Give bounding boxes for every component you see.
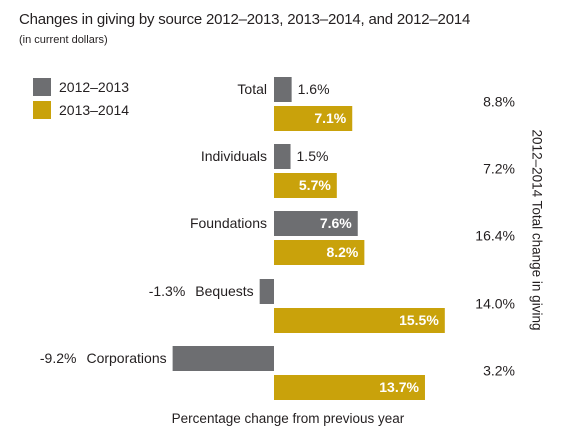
value-label-individuals-2013-2014: 5.7% [299,177,331,193]
bar-foundations-2012-2013 [274,211,358,236]
category-label-individuals: Individuals [201,148,267,164]
total-change-axis-label: 2012–2014 Total change in giving [529,129,545,331]
value-label-corporations-2012-2013: -9.2% [40,350,77,366]
total-change-individuals: 7.2% [483,161,515,177]
bar-bequests-2013-2014 [274,308,445,333]
total-change-foundations: 16.4% [475,228,515,244]
total-change-bequests: 14.0% [475,296,515,312]
value-label-bequests-2013-2014: 15.5% [399,312,439,328]
category-label-total: Total [237,81,267,97]
value-label-foundations-2013-2014: 8.2% [326,244,358,260]
bar-corporations-2013-2014 [274,375,425,400]
value-label-individuals-2012-2013: 1.5% [297,148,329,164]
value-label-total-2013-2014: 7.1% [314,110,346,126]
bar-foundations-2013-2014 [274,240,365,265]
bar-individuals-2012-2013 [274,144,291,169]
category-label-bequests: Bequests [195,283,253,299]
legend-swatch-2012-2013 [33,78,51,96]
bar-corporations-2012-2013 [172,346,274,371]
chart-subtitle: (in current dollars) [19,34,108,46]
legend-swatch-2013-2014 [33,101,51,119]
bar-total-2013-2014 [274,106,353,131]
bar-individuals-2013-2014 [274,173,337,198]
value-label-total-2012-2013: 1.6% [298,81,330,97]
chart-title: Changes in giving by source 2012–2013, 2… [19,11,471,28]
legend: 2012–2013 2013–2014 [33,77,129,123]
category-label-corporations: Corporations [86,350,166,366]
bar-total-2012-2013 [274,77,292,102]
x-axis-title: Percentage change from previous year [171,411,405,426]
legend-item-2012-2013: 2012–2013 [33,77,129,97]
value-label-corporations-2013-2014: 13.7% [379,379,419,395]
legend-label-2013-2014: 2013–2014 [59,102,130,118]
bar-bequests-2012-2013 [259,279,274,304]
value-label-bequests-2012-2013: -1.3% [149,283,186,299]
total-change-corporations: 3.2% [483,363,515,379]
category-label-foundations: Foundations [190,215,267,231]
legend-item-2013-2014: 2013–2014 [33,100,129,120]
legend-label-2012-2013: 2012–2013 [59,79,130,95]
value-label-foundations-2012-2013: 7.6% [320,215,352,231]
total-change-total: 8.8% [483,94,515,110]
